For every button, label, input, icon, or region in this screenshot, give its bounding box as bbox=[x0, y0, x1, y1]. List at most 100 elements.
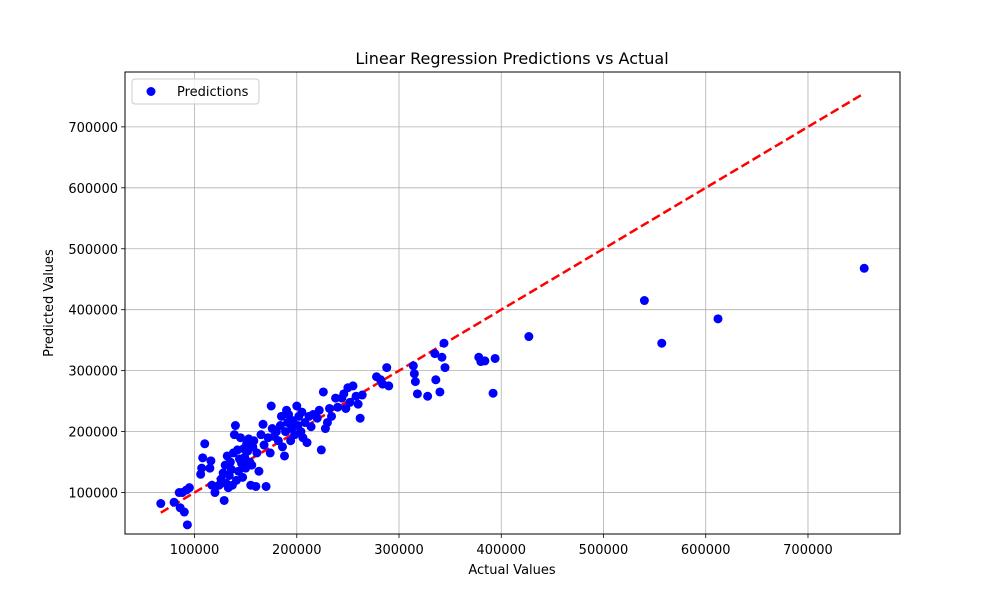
scatter-point bbox=[333, 402, 343, 412]
scatter-point bbox=[657, 338, 667, 348]
scatter-point bbox=[713, 314, 723, 324]
scatter-point bbox=[437, 352, 447, 362]
scatter-point bbox=[355, 413, 365, 423]
scatter-point bbox=[324, 403, 334, 413]
scatter-point bbox=[249, 436, 259, 446]
scatter-point bbox=[277, 442, 287, 452]
reference-line bbox=[160, 92, 865, 514]
scatter-point bbox=[182, 520, 192, 530]
scatter-point bbox=[382, 363, 392, 373]
scatter-point bbox=[276, 411, 286, 421]
scatter-point bbox=[327, 411, 337, 421]
scatter-point bbox=[258, 419, 268, 429]
scatter-point bbox=[306, 422, 316, 432]
scatter-point bbox=[345, 397, 355, 407]
x-axis-ticks: 100000 200000 300000 400000 500000 600000 7000… bbox=[170, 534, 833, 558]
chart-title: Linear Regression Predictions vs Actual bbox=[355, 49, 668, 68]
x-axis-label: Actual Values bbox=[468, 563, 556, 578]
scatter-point bbox=[292, 401, 302, 411]
reference-line-group bbox=[160, 92, 865, 514]
scatter-point bbox=[859, 263, 869, 273]
scatter-point bbox=[639, 296, 649, 306]
scatter-point bbox=[408, 361, 418, 371]
scatter-point bbox=[252, 448, 262, 458]
scatter-point bbox=[261, 481, 271, 491]
y-tick-label: 300000 bbox=[68, 365, 118, 380]
y-tick-label: 500000 bbox=[68, 243, 118, 258]
y-tick-label: 700000 bbox=[68, 121, 118, 136]
scatter-point bbox=[480, 356, 490, 366]
scatter-point bbox=[409, 369, 419, 379]
scatter-point bbox=[200, 439, 210, 449]
scatter-point bbox=[353, 399, 363, 409]
legend-box bbox=[131, 78, 260, 105]
scatter-point bbox=[490, 353, 500, 363]
legend: Predictions bbox=[131, 78, 260, 105]
scatter-point bbox=[440, 363, 450, 373]
scatter-point bbox=[230, 421, 240, 431]
scatter-point bbox=[384, 381, 394, 391]
scatter-point bbox=[275, 421, 285, 431]
scatter-point bbox=[169, 497, 179, 507]
x-tick-label: 400000 bbox=[476, 543, 526, 558]
scatter-point bbox=[259, 440, 269, 450]
y-tick-label: 200000 bbox=[68, 426, 118, 441]
scatter-point bbox=[226, 464, 236, 474]
x-tick-label: 200000 bbox=[272, 543, 322, 558]
scatter-point bbox=[254, 466, 264, 476]
scatter-point bbox=[316, 445, 326, 455]
legend-label-predictions: Predictions bbox=[177, 85, 249, 100]
scatter-point bbox=[205, 463, 215, 473]
scatter-point bbox=[279, 451, 289, 461]
scatter-point bbox=[184, 483, 194, 493]
scatter-point bbox=[431, 375, 441, 385]
scatter-point bbox=[439, 338, 449, 348]
x-tick-label: 100000 bbox=[170, 543, 220, 558]
data-points bbox=[156, 263, 869, 530]
scatter-point bbox=[256, 430, 266, 440]
scatter-point bbox=[318, 387, 328, 397]
scatter-point bbox=[435, 387, 445, 397]
plot-frame bbox=[124, 71, 901, 535]
scatter-point bbox=[265, 448, 275, 458]
scatter-point bbox=[312, 413, 322, 423]
scatter-point bbox=[238, 472, 248, 482]
scatter-point bbox=[210, 488, 220, 498]
x-tick-label: 300000 bbox=[374, 543, 424, 558]
x-tick-label: 700000 bbox=[783, 543, 833, 558]
scatter-point bbox=[236, 433, 246, 443]
scatter-point bbox=[219, 495, 229, 505]
scatter-point bbox=[198, 453, 208, 463]
scatter-point bbox=[524, 332, 534, 342]
scatter-point bbox=[251, 481, 261, 491]
y-tick-label: 100000 bbox=[68, 487, 118, 502]
x-tick-label: 600000 bbox=[681, 543, 731, 558]
scatter-point bbox=[357, 390, 367, 400]
grid bbox=[125, 72, 900, 534]
scatter-point bbox=[225, 457, 235, 467]
scatter-point bbox=[348, 381, 358, 391]
legend-marker bbox=[146, 87, 156, 96]
y-tick-label: 600000 bbox=[68, 182, 118, 197]
scatter-point bbox=[207, 480, 217, 490]
scatter-point bbox=[488, 388, 498, 398]
scatter-point bbox=[156, 499, 166, 509]
x-tick-label: 500000 bbox=[579, 543, 629, 558]
y-tick-label: 400000 bbox=[68, 304, 118, 319]
y-axis-ticks: 100000 200000 300000 400000 500000 600000 7000… bbox=[68, 121, 125, 502]
y-axis-label: Predicted Values bbox=[42, 249, 57, 357]
scatter-point bbox=[410, 377, 420, 387]
scatter-point bbox=[247, 460, 257, 470]
scatter-point bbox=[297, 407, 307, 417]
scatter-point bbox=[412, 389, 422, 399]
scatter-point bbox=[430, 349, 440, 359]
scatter-point bbox=[266, 401, 276, 411]
scatter-point bbox=[206, 456, 216, 466]
scatter-point bbox=[179, 507, 189, 517]
scatter-point bbox=[314, 405, 324, 415]
scatter-point bbox=[302, 438, 312, 448]
scatter-point bbox=[197, 463, 207, 473]
scatter-point bbox=[423, 391, 433, 401]
